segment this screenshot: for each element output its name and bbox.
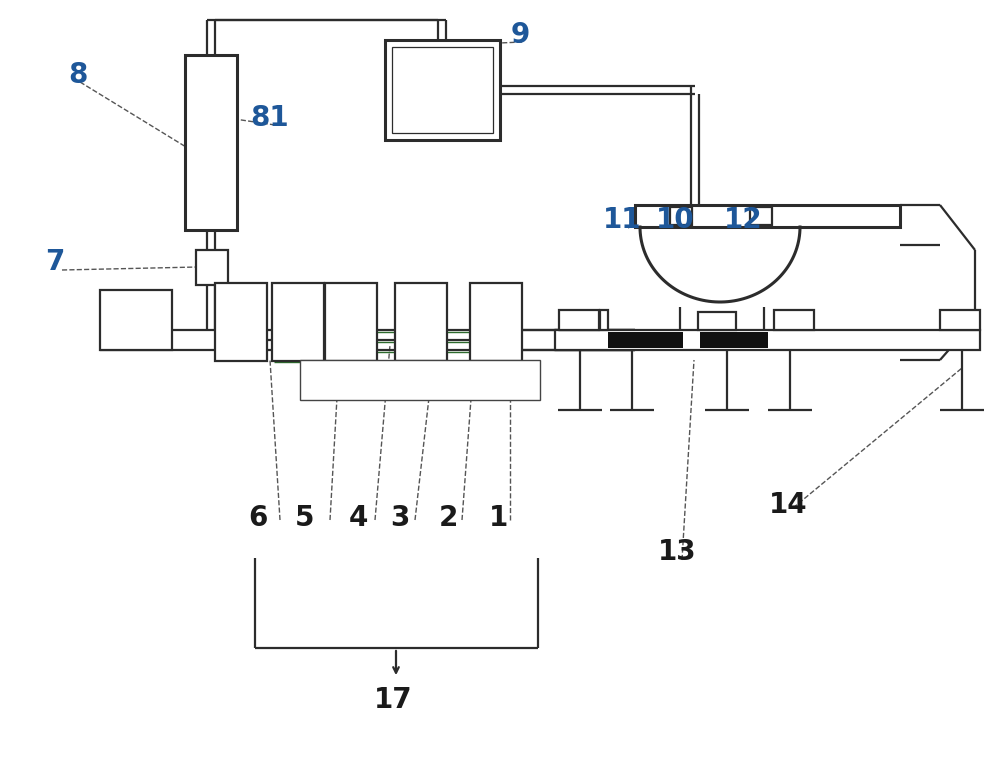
Text: 5: 5 bbox=[295, 504, 315, 532]
Bar bbox=[470, 283, 522, 361]
Bar bbox=[555, 330, 980, 350]
Text: 81: 81 bbox=[251, 104, 289, 132]
Bar bbox=[385, 40, 500, 140]
Text: 14: 14 bbox=[769, 491, 807, 519]
Bar bbox=[670, 207, 692, 225]
Text: 2: 2 bbox=[438, 504, 458, 532]
Bar bbox=[196, 250, 228, 285]
Text: 6: 6 bbox=[248, 504, 268, 532]
Text: 10: 10 bbox=[656, 206, 694, 234]
Text: 13: 13 bbox=[658, 538, 696, 566]
Bar bbox=[560, 312, 598, 330]
Bar bbox=[608, 332, 683, 348]
Text: 9: 9 bbox=[510, 21, 530, 49]
Bar bbox=[600, 310, 608, 330]
Text: 17: 17 bbox=[374, 686, 412, 714]
Bar bbox=[392, 47, 493, 133]
Bar bbox=[185, 55, 237, 230]
Bar bbox=[750, 207, 772, 225]
Bar bbox=[700, 332, 768, 348]
Text: 12: 12 bbox=[724, 206, 762, 234]
Text: 7: 7 bbox=[45, 248, 65, 276]
Text: 3: 3 bbox=[390, 504, 410, 532]
Bar bbox=[300, 360, 540, 400]
Text: 11: 11 bbox=[603, 206, 641, 234]
Text: 1: 1 bbox=[488, 504, 508, 532]
Text: 4: 4 bbox=[348, 504, 368, 532]
Bar bbox=[395, 283, 447, 361]
Bar bbox=[940, 310, 980, 330]
Bar bbox=[559, 310, 599, 330]
Bar bbox=[100, 290, 172, 350]
Text: 8: 8 bbox=[68, 61, 88, 89]
Bar bbox=[774, 310, 814, 330]
Bar bbox=[325, 283, 377, 361]
Bar bbox=[272, 283, 324, 361]
Bar bbox=[635, 205, 900, 227]
Bar bbox=[215, 283, 267, 361]
Bar bbox=[698, 312, 736, 330]
